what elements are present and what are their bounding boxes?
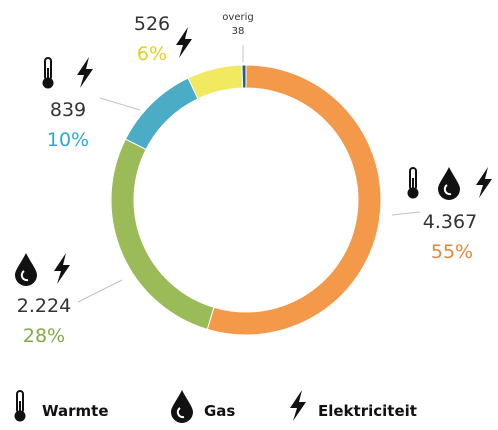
donut-segment — [124, 77, 199, 151]
percent-label: 55% — [431, 241, 473, 263]
value-label: 526 — [134, 13, 170, 35]
category-label: overig — [222, 12, 253, 23]
donut-segment — [206, 64, 382, 336]
percent-label: 28% — [23, 325, 65, 347]
legend-label: Warmte — [42, 402, 109, 420]
value-label: 839 — [50, 99, 86, 121]
value-label: 4.367 — [423, 211, 477, 233]
percent-label: 6% — [137, 43, 167, 65]
donut-segment — [187, 64, 244, 100]
value-label: 2.224 — [17, 295, 71, 317]
leader-lines — [77, 45, 421, 303]
donut-segment — [241, 64, 247, 89]
value-label: 38 — [232, 26, 245, 37]
donut-segment — [110, 138, 215, 330]
legend-label: Gas — [204, 402, 235, 420]
legend-label: Elektriciteit — [318, 402, 417, 420]
percent-label: 10% — [47, 129, 89, 151]
